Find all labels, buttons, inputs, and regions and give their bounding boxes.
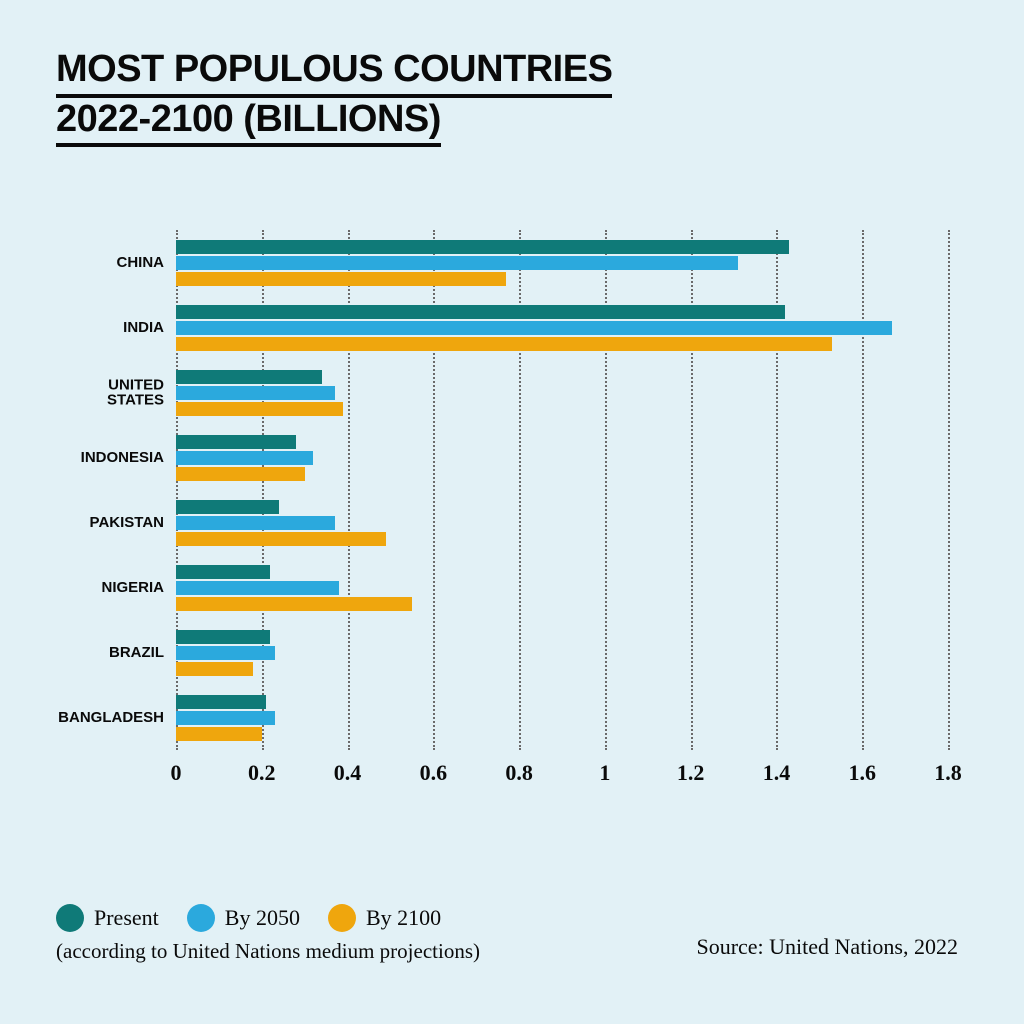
bar <box>176 305 785 319</box>
category-label: UNITEDSTATES <box>56 377 176 409</box>
category-row: PAKISTAN <box>176 490 948 555</box>
bar <box>176 695 266 709</box>
bar <box>176 727 262 741</box>
bar <box>176 711 275 725</box>
bar <box>176 435 296 449</box>
category-row: BRAZIL <box>176 620 948 685</box>
legend-swatch <box>328 904 356 932</box>
x-tick-label: 1.6 <box>848 760 876 786</box>
source-text: Source: United Nations, 2022 <box>696 934 958 960</box>
bar <box>176 321 892 335</box>
legend-label: By 2050 <box>225 905 300 931</box>
category-label: CHINA <box>56 255 176 271</box>
bar <box>176 386 335 400</box>
category-row: INDONESIA <box>176 425 948 490</box>
legend: Present By 2050 By 2100 <box>56 904 441 932</box>
bar <box>176 516 335 530</box>
title-line-2: 2022-2100 (BILLIONS) <box>56 98 441 148</box>
chart-title: MOST POPULOUS COUNTRIES 2022-2100 (BILLI… <box>56 48 612 147</box>
category-label: PAKISTAN <box>56 515 176 531</box>
bar <box>176 646 275 660</box>
bar <box>176 630 270 644</box>
category-row: BANGLADESH <box>176 685 948 750</box>
x-tick-label: 1 <box>599 760 610 786</box>
x-tick-label: 0.4 <box>334 760 362 786</box>
title-line-1: MOST POPULOUS COUNTRIES <box>56 48 612 98</box>
bar <box>176 565 270 579</box>
chart-container: MOST POPULOUS COUNTRIES 2022-2100 (BILLI… <box>0 0 1024 1024</box>
legend-item: By 2050 <box>187 904 300 932</box>
category-label: INDONESIA <box>56 450 176 466</box>
bar <box>176 500 279 514</box>
bar <box>176 467 305 481</box>
legend-item: By 2100 <box>328 904 441 932</box>
x-tick-label: 1.8 <box>934 760 962 786</box>
category-label: BRAZIL <box>56 645 176 661</box>
category-row: INDIA <box>176 295 948 360</box>
bar <box>176 256 738 270</box>
chart-area: 00.20.40.60.811.21.41.61.8CHINAINDIAUNIT… <box>56 230 968 790</box>
legend-label: Present <box>94 905 159 931</box>
legend-swatch <box>187 904 215 932</box>
legend-swatch <box>56 904 84 932</box>
category-label: BANGLADESH <box>56 710 176 726</box>
x-tick-label: 1.2 <box>677 760 705 786</box>
bar <box>176 272 506 286</box>
x-tick-label: 0.6 <box>420 760 448 786</box>
legend-item: Present <box>56 904 159 932</box>
x-tick-label: 0.8 <box>505 760 533 786</box>
bar <box>176 451 313 465</box>
bar <box>176 402 343 416</box>
bar <box>176 240 789 254</box>
category-row: UNITEDSTATES <box>176 360 948 425</box>
bar <box>176 532 386 546</box>
category-row: NIGERIA <box>176 555 948 620</box>
x-tick-label: 0 <box>171 760 182 786</box>
category-label: INDIA <box>56 320 176 336</box>
legend-note: (according to United Nations medium proj… <box>56 939 480 964</box>
category-row: CHINA <box>176 230 948 295</box>
category-label: NIGERIA <box>56 580 176 596</box>
legend-label: By 2100 <box>366 905 441 931</box>
x-tick-label: 0.2 <box>248 760 276 786</box>
bar <box>176 581 339 595</box>
gridline <box>948 230 950 750</box>
bar <box>176 662 253 676</box>
bar <box>176 597 412 611</box>
bar <box>176 370 322 384</box>
bar <box>176 337 832 351</box>
plot-area: 00.20.40.60.811.21.41.61.8CHINAINDIAUNIT… <box>176 230 948 750</box>
x-tick-label: 1.4 <box>763 760 791 786</box>
